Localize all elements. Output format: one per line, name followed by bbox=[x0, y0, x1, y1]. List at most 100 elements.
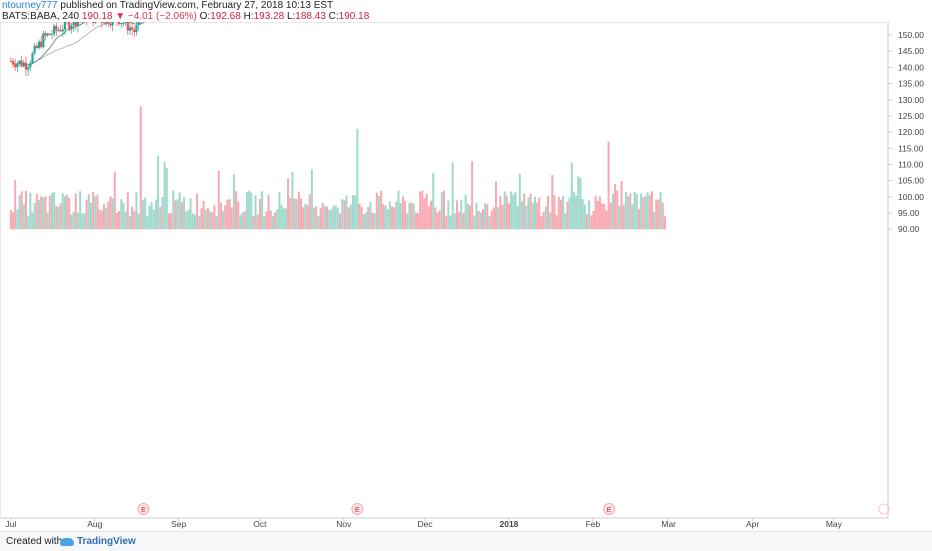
volume-bar bbox=[402, 196, 404, 229]
candle-body bbox=[122, 23, 124, 24]
volume-bar bbox=[36, 194, 38, 230]
volume-bar bbox=[320, 208, 322, 229]
volume-bar bbox=[118, 211, 120, 229]
volume-bar bbox=[200, 208, 202, 229]
x-tick-label-10: May bbox=[826, 519, 843, 529]
y-tick-label-18: 155.00 bbox=[898, 22, 924, 24]
volume-bar bbox=[408, 203, 410, 229]
volume-bar bbox=[504, 191, 506, 229]
volume-bar bbox=[434, 207, 436, 229]
price-chart[interactable]: 245.00240.00235.00230.00225.00220.00215.… bbox=[0, 22, 932, 530]
volume-bar bbox=[599, 197, 601, 230]
volume-bar bbox=[148, 206, 150, 230]
candle-body bbox=[105, 22, 107, 24]
volume-bar bbox=[356, 129, 358, 229]
volume-bar bbox=[138, 214, 140, 230]
volume-bar bbox=[237, 202, 239, 230]
volume-bar bbox=[376, 193, 378, 229]
volume-bar bbox=[146, 216, 148, 229]
volume-bar bbox=[365, 212, 367, 229]
volume-bar bbox=[153, 210, 155, 229]
volume-bar bbox=[311, 169, 313, 229]
volume-bar bbox=[532, 203, 534, 229]
volume-bar bbox=[398, 191, 400, 230]
volume-bar bbox=[51, 193, 53, 229]
volume-bar bbox=[60, 203, 62, 229]
volume-bar bbox=[460, 200, 462, 230]
volume-bar bbox=[66, 195, 68, 229]
volume-bar bbox=[586, 214, 588, 229]
volume-bar bbox=[168, 213, 170, 229]
volume-bar bbox=[486, 204, 488, 229]
volume-bar bbox=[211, 212, 213, 229]
volume-bar bbox=[112, 198, 114, 229]
candle-body bbox=[40, 42, 42, 48]
volume-bar bbox=[23, 204, 25, 230]
volume-bar bbox=[627, 196, 629, 229]
volume-bar bbox=[94, 196, 96, 229]
volume-bar bbox=[250, 193, 252, 230]
volume-bar bbox=[62, 193, 64, 229]
volume-bar bbox=[183, 197, 185, 229]
low-value: 188.43 bbox=[295, 11, 326, 22]
volume-bar bbox=[354, 195, 356, 229]
volume-bar bbox=[558, 197, 560, 230]
volume-bar bbox=[181, 202, 183, 229]
x-tick-label-1: Aug bbox=[87, 519, 102, 529]
volume-bar bbox=[343, 200, 345, 229]
volume-bar bbox=[296, 199, 298, 229]
close-value: 190.18 bbox=[339, 11, 370, 22]
y-tick-label-27: 110.00 bbox=[898, 159, 924, 169]
candle-body bbox=[133, 30, 135, 32]
volume-bar bbox=[473, 216, 475, 230]
volume-bar bbox=[229, 199, 231, 229]
volume-bar bbox=[177, 199, 179, 229]
volume-bar bbox=[103, 204, 105, 229]
volume-bar bbox=[224, 205, 226, 229]
candle-body bbox=[34, 46, 36, 54]
candle-body bbox=[14, 65, 16, 68]
author-name[interactable]: ntourney777 bbox=[2, 0, 58, 11]
tradingview-logo[interactable]: TradingView bbox=[60, 532, 136, 551]
volume-bar bbox=[222, 211, 224, 229]
volume-bar bbox=[642, 197, 644, 229]
volume-bar bbox=[634, 192, 636, 229]
volume-bar bbox=[257, 214, 259, 229]
volume-bar bbox=[469, 205, 471, 229]
volume-bar bbox=[101, 211, 103, 230]
volume-bar bbox=[638, 209, 640, 229]
volume-bar bbox=[122, 203, 124, 229]
volume-bar bbox=[616, 190, 618, 229]
x-tick-label-8: Mar bbox=[661, 519, 676, 529]
volume-bar bbox=[239, 215, 241, 229]
volume-bar bbox=[437, 212, 439, 229]
x-tick-label-9: Apr bbox=[746, 519, 759, 529]
y-tick-label-22: 135.00 bbox=[898, 79, 924, 89]
candle-body bbox=[125, 22, 127, 23]
volume-bar bbox=[352, 195, 354, 229]
volume-bar bbox=[462, 213, 464, 229]
volume-bar bbox=[244, 211, 246, 229]
volume-bar bbox=[77, 213, 79, 230]
footer: Created with TradingView bbox=[0, 531, 932, 551]
volume-bar bbox=[378, 196, 380, 229]
candle-body bbox=[47, 34, 49, 36]
candle-body bbox=[131, 27, 133, 29]
volume-bar bbox=[57, 207, 59, 229]
volume-bar bbox=[369, 202, 371, 229]
volume-bar bbox=[159, 207, 161, 229]
volume-bar bbox=[287, 178, 289, 229]
volume-bar bbox=[640, 193, 642, 229]
volume-bar bbox=[346, 195, 348, 229]
volume-bar bbox=[179, 192, 181, 229]
y-tick-label-29: 100.00 bbox=[898, 192, 924, 202]
volume-bar bbox=[339, 213, 341, 229]
volume-bar bbox=[313, 208, 315, 230]
volume-bar bbox=[322, 203, 324, 229]
volume-bar bbox=[595, 196, 597, 229]
volume-bar bbox=[651, 191, 653, 229]
candle-body bbox=[75, 22, 77, 26]
volume-bar bbox=[428, 207, 430, 230]
volume-bar bbox=[192, 213, 194, 229]
volume-bar bbox=[514, 192, 516, 229]
